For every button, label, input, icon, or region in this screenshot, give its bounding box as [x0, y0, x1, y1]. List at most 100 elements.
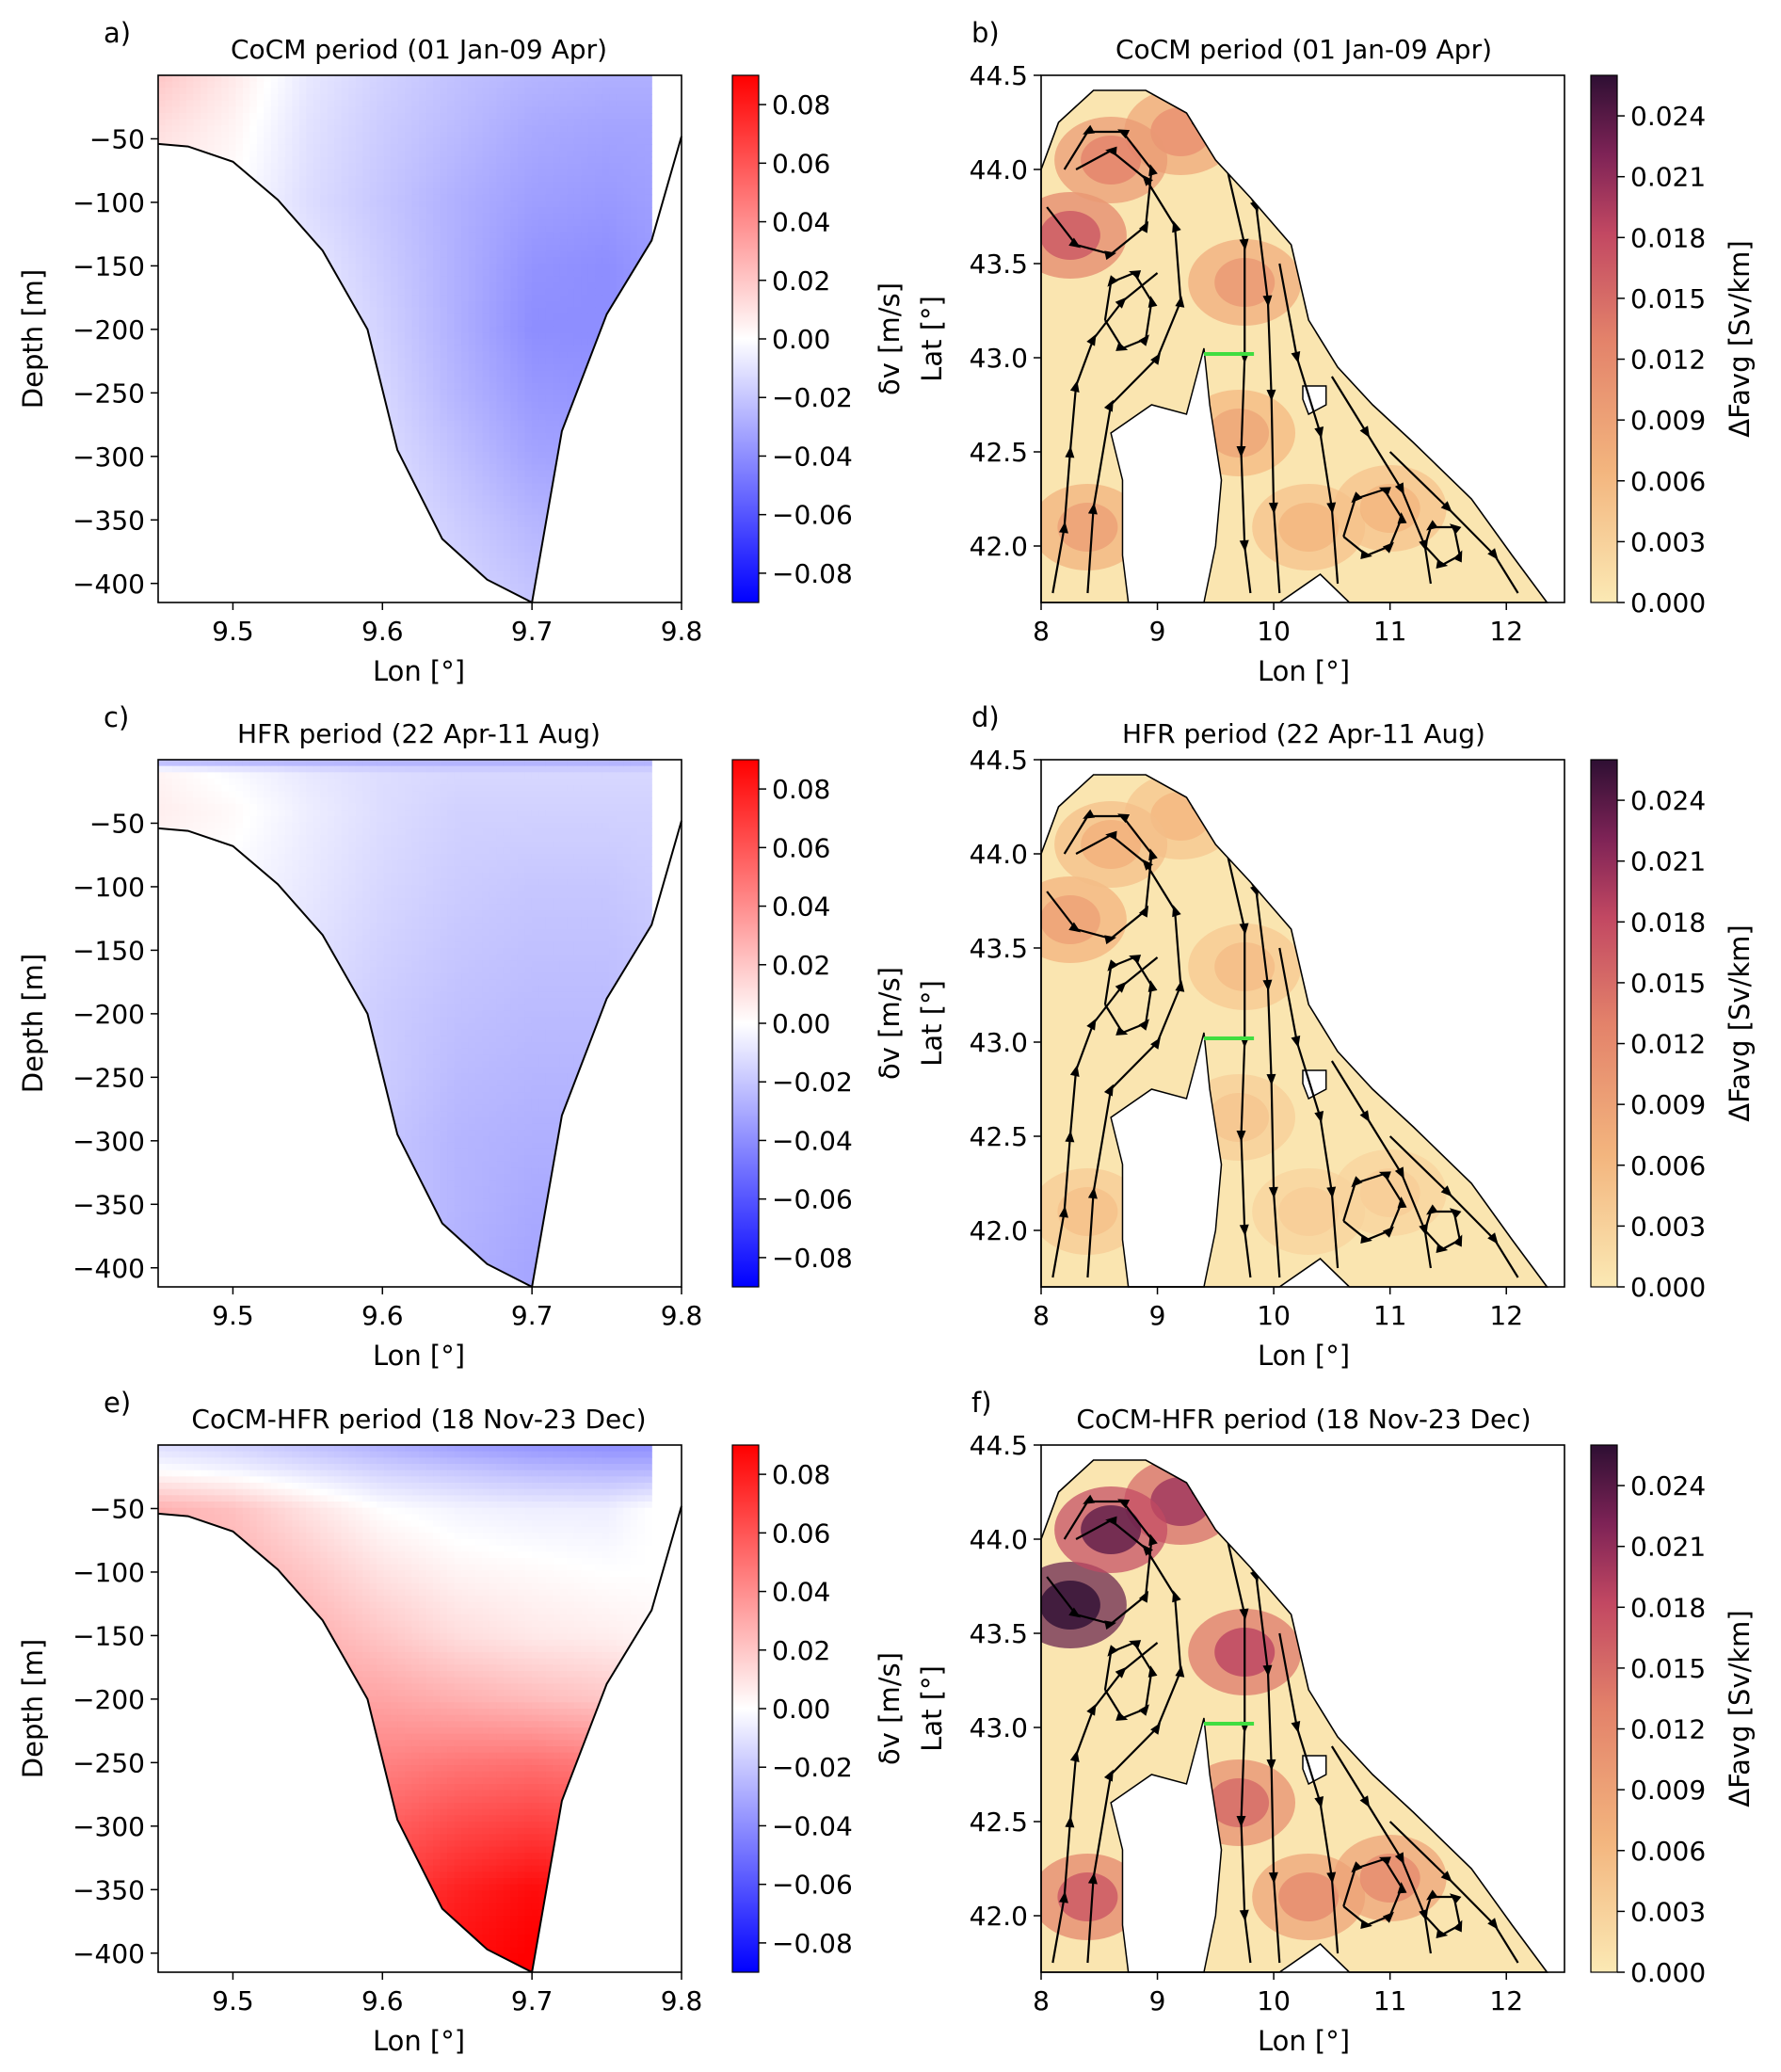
- dv-cell: [482, 464, 490, 472]
- dv-cell: [298, 207, 307, 215]
- dv-cell: [200, 508, 209, 516]
- dv-cell: [298, 169, 307, 177]
- dv-cell: [482, 119, 490, 126]
- dv-cell: [320, 558, 329, 566]
- dv-cell: [425, 125, 434, 133]
- dv-cell: [292, 584, 300, 591]
- dv-cell: [355, 144, 363, 152]
- dv-cell: [270, 213, 279, 220]
- dv-cell: [256, 508, 265, 516]
- dv-cell: [377, 232, 385, 239]
- dv-cell: [214, 201, 223, 208]
- dv-cell: [228, 88, 236, 95]
- dv-cell: [524, 533, 533, 540]
- dv-cell: [313, 502, 321, 509]
- dv-cell: [313, 113, 321, 120]
- dv-cell: [292, 570, 300, 578]
- dv-cell: [179, 433, 187, 441]
- dv-cell: [256, 175, 265, 183]
- dv-cell: [320, 508, 329, 516]
- dv-cell: [278, 589, 286, 597]
- dv-cell: [355, 521, 363, 528]
- dv-cell: [496, 282, 505, 290]
- dv-cell: [440, 194, 448, 201]
- dv-cell: [185, 332, 195, 340]
- dv-cell: [447, 370, 456, 377]
- dv-cell: [411, 207, 420, 215]
- dv-cell: [454, 414, 462, 422]
- dv-cell: [256, 326, 265, 333]
- dv-cell: [447, 395, 456, 403]
- dv-cell: [165, 169, 173, 177]
- dv-cell: [355, 408, 363, 415]
- dv-cell: [256, 94, 265, 102]
- dv-cell: [377, 558, 385, 566]
- dv-cell: [496, 113, 505, 120]
- dv-cell: [391, 408, 399, 415]
- dv-cell: [503, 75, 512, 83]
- dv-cell: [193, 264, 201, 271]
- dv-cell: [185, 282, 195, 290]
- dv-cell: [545, 471, 554, 478]
- dv-cell: [461, 351, 470, 359]
- dv-cell: [524, 414, 533, 422]
- dv-cell: [425, 546, 434, 554]
- dv-cell: [171, 558, 181, 566]
- dv-cell: [397, 201, 406, 208]
- dv-cell: [355, 546, 363, 554]
- dv-cell: [278, 132, 286, 139]
- dv-cell: [334, 471, 343, 478]
- dv-cell: [292, 502, 300, 509]
- dv-cell: [228, 245, 236, 252]
- dv-cell: [249, 144, 258, 152]
- dv-cell: [440, 577, 448, 585]
- dv-cell: [362, 539, 371, 547]
- dv-cell: [454, 301, 462, 309]
- dv-cell: [228, 577, 236, 585]
- dv-cell: [235, 363, 244, 371]
- dv-cell: [397, 363, 406, 371]
- dv-cell: [306, 565, 314, 572]
- dv-cell: [348, 589, 357, 597]
- dv-cell: [270, 363, 279, 371]
- dv-cell: [362, 175, 371, 183]
- dv-cell: [433, 288, 441, 296]
- dv-cell: [503, 483, 512, 490]
- dv-cell: [496, 75, 505, 83]
- dv-cell: [362, 320, 371, 328]
- dv-cell: [179, 288, 187, 296]
- dv-cell: [524, 483, 533, 490]
- dv-cell: [249, 288, 258, 296]
- dv-cell: [559, 219, 568, 227]
- dv-cell: [433, 100, 441, 107]
- dv-cell: [489, 558, 498, 566]
- dv-cell: [207, 81, 216, 88]
- dv-cell: [185, 527, 195, 535]
- dv-cell: [228, 301, 236, 309]
- dv-cell: [278, 226, 286, 233]
- dv-cell: [221, 433, 230, 441]
- dv-cell: [503, 408, 512, 415]
- dv-cell: [242, 100, 250, 107]
- dv-cell: [158, 401, 167, 409]
- dv-cell: [503, 151, 512, 158]
- dv-cell: [256, 401, 265, 409]
- dv-cell: [496, 269, 505, 277]
- dv-cell: [320, 326, 329, 333]
- dv-cell: [278, 232, 286, 239]
- dv-cell: [397, 370, 406, 377]
- dv-cell: [158, 245, 167, 252]
- dv-cell: [405, 464, 413, 472]
- dv-cell: [411, 420, 420, 427]
- dv-cell: [221, 213, 230, 220]
- dv-cell: [228, 508, 236, 516]
- dv-cell: [327, 420, 335, 427]
- dv-cell: [355, 137, 363, 145]
- dv-cell: [447, 521, 456, 528]
- dv-cell: [158, 584, 167, 591]
- dv-cell: [503, 288, 512, 296]
- dv-cell: [433, 81, 441, 88]
- dv-cell: [221, 125, 230, 133]
- dv-cell: [249, 570, 258, 578]
- dv-cell: [391, 521, 399, 528]
